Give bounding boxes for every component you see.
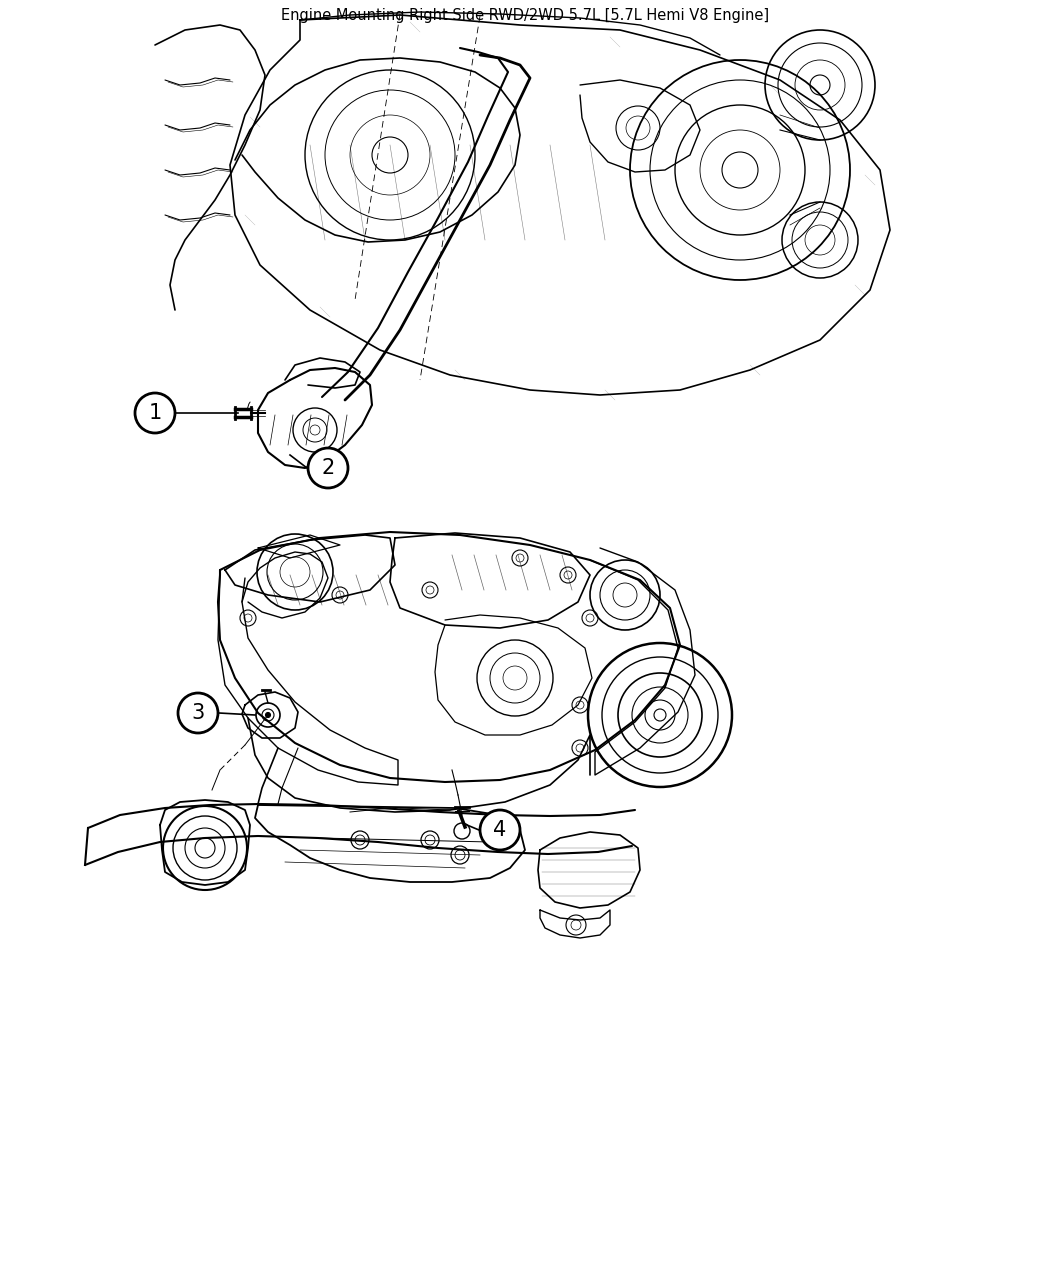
Text: 4: 4	[494, 820, 506, 840]
Circle shape	[178, 694, 218, 733]
Text: 3: 3	[191, 703, 205, 723]
Circle shape	[135, 393, 175, 434]
Circle shape	[266, 713, 271, 718]
Text: 1: 1	[148, 403, 162, 423]
Text: 2: 2	[321, 458, 335, 478]
Circle shape	[308, 448, 348, 488]
Circle shape	[480, 810, 520, 850]
Text: Engine Mounting Right Side RWD/2WD 5.7L [5.7L Hemi V8 Engine]: Engine Mounting Right Side RWD/2WD 5.7L …	[281, 8, 769, 23]
